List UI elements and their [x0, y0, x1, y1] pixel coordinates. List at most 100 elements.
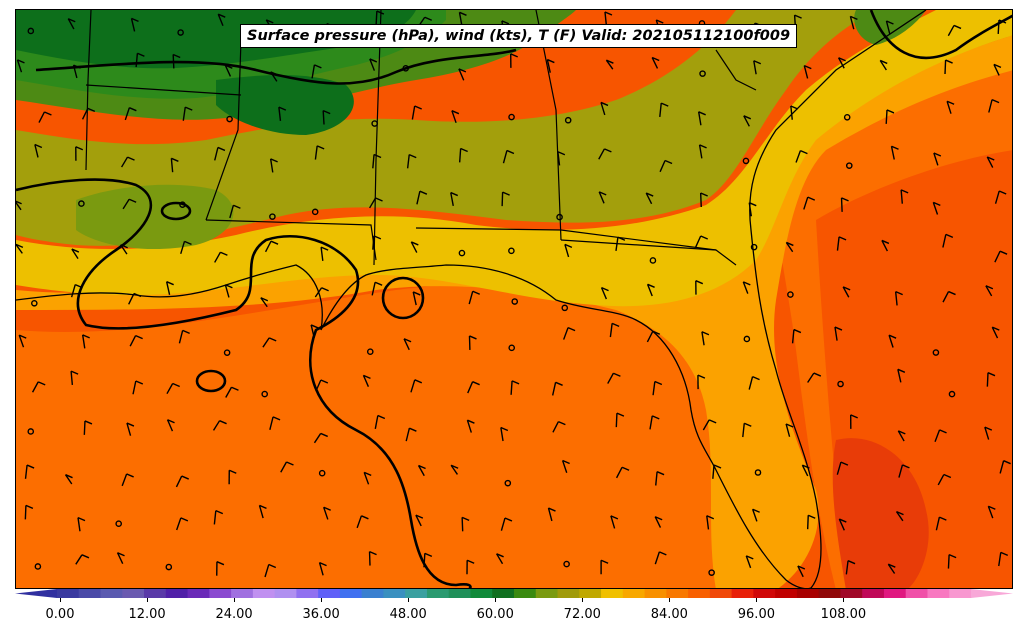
wind-barb [166, 419, 175, 432]
wind-barb [212, 420, 227, 431]
wind-barb [942, 290, 956, 303]
wind-barb [934, 429, 947, 442]
wind-barb [120, 156, 135, 168]
wind-barb [34, 563, 42, 570]
colorbar-swatch [274, 589, 297, 598]
wind-barb [278, 106, 287, 121]
wind-barb [697, 374, 706, 390]
wind-barb [501, 191, 510, 207]
wind-barb [226, 115, 233, 123]
wind-barb [932, 201, 941, 215]
wind-barb [897, 368, 906, 383]
wind-barb [179, 201, 186, 208]
wind-barb [790, 105, 799, 120]
wind-barb [842, 286, 851, 298]
wind-barb [984, 426, 993, 440]
colorbar-swatch [535, 589, 559, 598]
colorbar-swatch [209, 589, 232, 598]
wind-barb [72, 64, 81, 79]
wind-barb [371, 120, 378, 127]
wind-barb [411, 105, 422, 120]
wind-barb [701, 331, 710, 346]
wind-barb [600, 559, 609, 575]
wind-barb [261, 390, 268, 398]
wind-barb [935, 516, 947, 531]
colorbar [15, 589, 1013, 598]
wind-barb [890, 145, 899, 160]
wind-barb [712, 464, 722, 479]
wind-barb [609, 322, 620, 338]
colorbar-swatch [78, 589, 102, 598]
colorbar-tick-label: 0.00 [45, 607, 75, 622]
wind-barb [564, 116, 572, 124]
wind-barb [651, 56, 660, 69]
wind-barb [132, 380, 144, 395]
coastlines [16, 10, 927, 588]
wind-barb [323, 506, 331, 520]
wind-barb [405, 427, 417, 442]
wind-barb [987, 505, 996, 519]
wind-barb [849, 15, 858, 30]
wind-barb [461, 516, 470, 532]
wind-barb [458, 147, 468, 163]
wind-barb [508, 247, 515, 255]
wind-barb [75, 554, 90, 565]
wind-barb [598, 191, 607, 204]
wind-barb [605, 59, 614, 70]
wind-barb [126, 422, 135, 436]
colorbar-swatch [144, 589, 167, 598]
wind-barb [262, 337, 277, 348]
wind-barb [18, 334, 27, 348]
wind-barb [888, 334, 897, 348]
wind-barb [412, 291, 421, 306]
wind-barb [170, 157, 179, 173]
wind-barb [947, 553, 957, 569]
wind-barb [745, 555, 754, 569]
colorbar-swatch [601, 589, 624, 598]
wind-barb [985, 285, 994, 297]
wind-barb [120, 244, 128, 255]
colorbar-swatch [905, 589, 929, 598]
wind-barb [547, 507, 556, 522]
wind-barb [311, 64, 322, 79]
wind-barb [363, 471, 372, 485]
temp-fill-olive-green-3 [854, 10, 926, 45]
wind-barb [372, 153, 382, 169]
wind-barb [315, 379, 329, 392]
wind-barb [70, 283, 83, 298]
wind-barb [654, 551, 667, 565]
colorbar-swatch [753, 589, 776, 598]
temp-fill-olive-green-2 [76, 184, 234, 250]
colorbar-swatch [57, 589, 80, 598]
wind-barb [369, 58, 378, 71]
wind-barb [31, 299, 38, 307]
wind-barb [994, 190, 1007, 204]
wind-barb [450, 464, 459, 475]
colorbar-swatch [709, 589, 733, 598]
wind-barb [177, 29, 184, 36]
colorbar-tick [147, 598, 149, 602]
wind-barb [546, 58, 555, 73]
wind-barb [38, 111, 52, 123]
colorbar-swatch [470, 589, 493, 598]
wind-barb [224, 64, 233, 77]
temp-fill-olive [16, 10, 876, 246]
wind-barb [598, 148, 612, 160]
wind-barb [229, 204, 241, 219]
wind-barb [600, 286, 609, 300]
colorbar-tick [843, 598, 845, 602]
wind-barb [356, 515, 369, 529]
wind-barb [175, 517, 189, 531]
wind-barb [214, 251, 228, 263]
wind-barb [659, 159, 673, 173]
wind-barb [991, 326, 1000, 339]
wind-barb [375, 10, 385, 26]
wind-barb [699, 70, 706, 77]
wind-barb [751, 508, 760, 522]
wind-barb [837, 380, 844, 388]
wind-barb [124, 107, 137, 121]
wind-barb [646, 330, 661, 343]
wind-barb [510, 53, 518, 68]
wind-barb [655, 471, 665, 486]
wind-barb [213, 510, 224, 525]
